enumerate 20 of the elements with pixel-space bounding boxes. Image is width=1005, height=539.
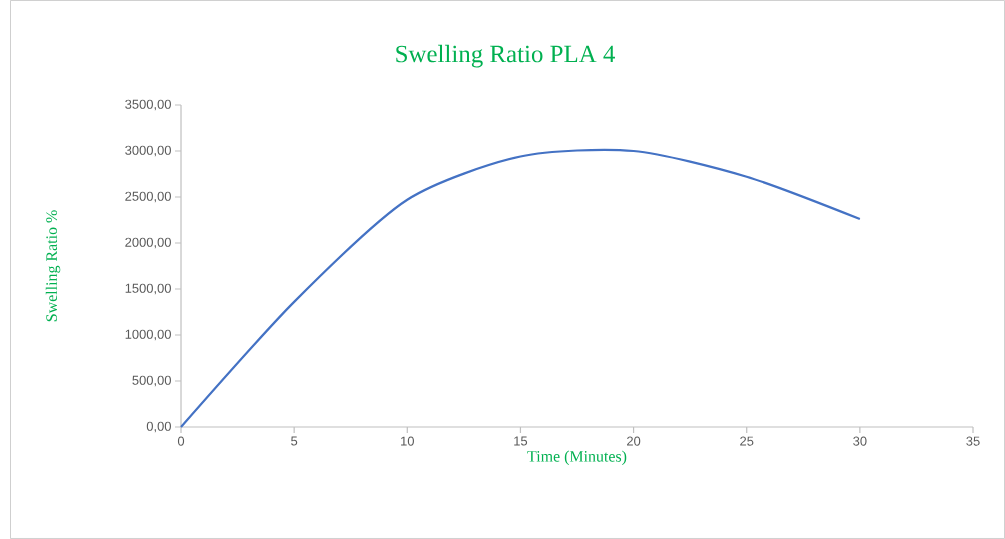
x-tick-label: 5 — [291, 436, 298, 446]
y-tick-label: 3500,00 — [125, 99, 171, 111]
y-tick-label: 3000,00 — [125, 145, 171, 157]
x-tick-label: 25 — [740, 436, 754, 446]
x-tick-label: 15 — [514, 436, 528, 446]
y-tick-label: 2500,00 — [125, 191, 171, 203]
x-tick-label: 20 — [627, 436, 641, 446]
x-tick-label: 0 — [177, 436, 185, 446]
x-tick-label: 35 — [966, 436, 980, 446]
x-tick-label: 30 — [853, 436, 867, 446]
x-axis-title: Time (Minutes) — [527, 450, 627, 465]
chart-title: Swelling Ratio PLA 4 — [396, 44, 615, 68]
y-axis-title: Swelling Ratio % — [45, 210, 61, 322]
y-tick-label: 0,00 — [146, 421, 171, 433]
y-tick-label: 1500,00 — [125, 283, 171, 295]
y-tick-label: 500,00 — [132, 375, 171, 387]
x-tick-label: 10 — [401, 436, 414, 446]
y-tick-label: 2000,00 — [125, 237, 171, 249]
y-tick-label: 1000,00 — [125, 329, 171, 341]
line-series — [179, 148, 861, 429]
